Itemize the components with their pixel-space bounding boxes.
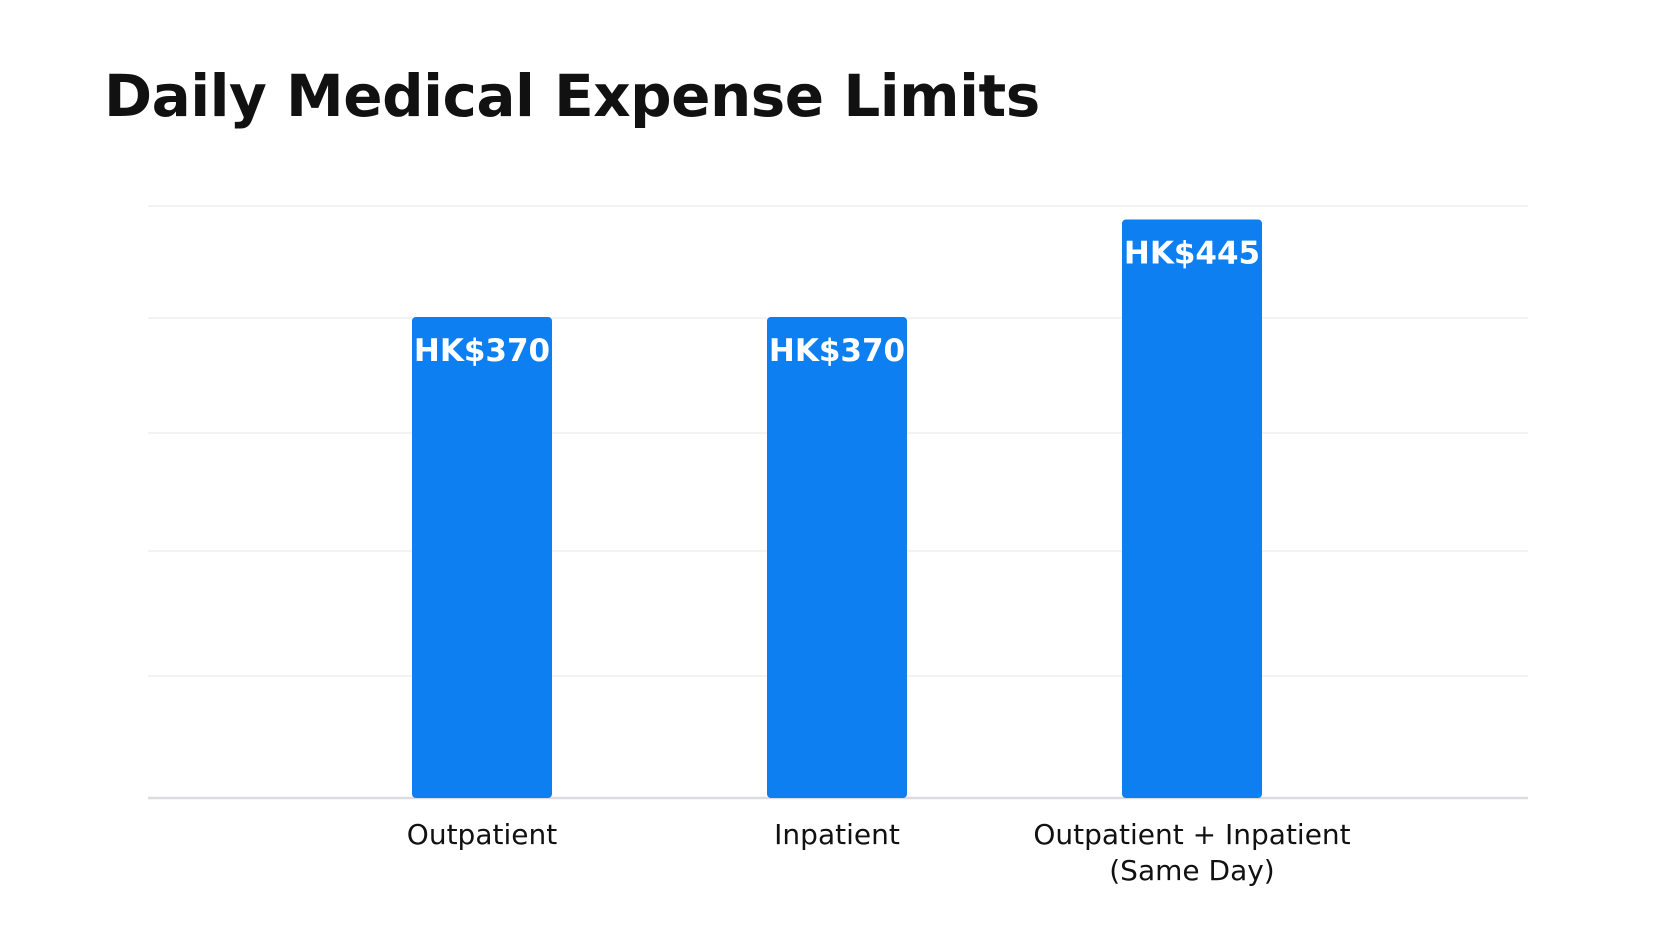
x-tick-labels: Outpatient Inpatient Outpatient + Inpatien… [407,818,1351,887]
bar [412,317,552,798]
bar-value-label: HK$370 [414,333,550,369]
bar [767,317,907,798]
bar [1122,219,1262,798]
bar-value-label: HK$370 [769,333,905,369]
x-tick-label: Outpatient [407,818,557,851]
bars: HK$370 HK$370 HK$445 [412,219,1262,798]
x-tick-label: (Same Day) [1109,854,1274,887]
chart-title: Daily Medical Expense Limits [104,62,1040,130]
x-tick-label: Outpatient + Inpatient [1033,818,1350,851]
x-tick-label: Inpatient [774,818,900,851]
bar-value-label: HK$445 [1124,236,1260,272]
